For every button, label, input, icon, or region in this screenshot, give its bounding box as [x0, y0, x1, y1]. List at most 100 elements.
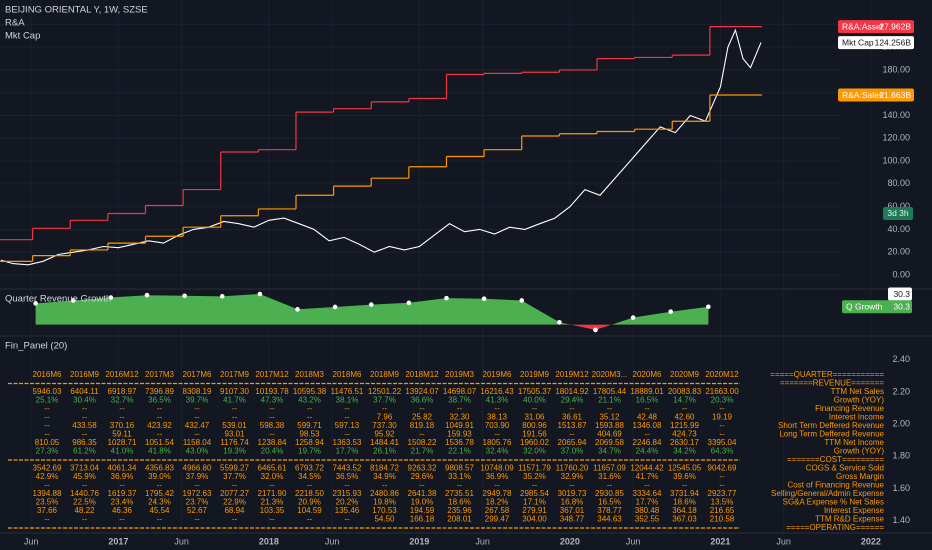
table-section-label: =====QUARTER===========	[770, 370, 884, 379]
table-cell: --	[194, 430, 200, 439]
table-cell: 103.35	[260, 506, 285, 515]
y-tick-label: 1.60	[892, 483, 910, 493]
y-tick-label: 20.00	[887, 247, 910, 257]
table-cell: 18.6%	[673, 498, 696, 507]
table-cell: 135.46	[335, 506, 360, 515]
table-cell: 38.7%	[448, 396, 471, 405]
table-cell: --	[157, 481, 163, 490]
table-cell: --	[682, 481, 688, 490]
table-cell: 19.3%	[223, 447, 246, 456]
table-column-header: 2018M3	[295, 370, 324, 379]
y-tick-label: 120.00	[882, 133, 910, 143]
table-cell: --	[194, 481, 200, 490]
table-cell: 40.0%	[523, 396, 546, 405]
table-cell: 35.2%	[523, 472, 546, 481]
price-label-box	[842, 300, 912, 314]
table-cell: 8308.19	[183, 387, 212, 396]
table-cell: 267.58	[485, 506, 510, 515]
table-column-header: 2016M12	[105, 370, 139, 379]
table-cell: 1158.04	[183, 438, 212, 447]
table-cell: 1795.42	[145, 489, 174, 498]
table-cell: 16.8%	[561, 498, 584, 507]
data-point	[444, 295, 449, 301]
table-cell: 810.05	[35, 438, 60, 447]
indicator-name[interactable]: R&A	[5, 18, 25, 29]
table-cell: 9107.30	[220, 387, 249, 396]
price-label-value: 30.3	[893, 302, 910, 312]
table-cell: 11760.20	[556, 464, 589, 473]
x-tick-label: Jun	[325, 536, 340, 546]
table-cell: --	[719, 481, 725, 490]
table-cell: 4356.83	[145, 464, 174, 473]
table-cell: --	[194, 404, 200, 413]
indicator-name[interactable]: Mkt Cap	[5, 31, 40, 42]
table-cell: 34.5%	[298, 472, 321, 481]
table-cell: --	[232, 481, 238, 490]
positive-area-group	[35, 294, 709, 325]
table-column-header: 2018M12	[405, 370, 439, 379]
table-cell: 17805.44	[593, 387, 627, 396]
table-row-label: Interest Income	[829, 413, 885, 422]
table-cell: 25.1%	[36, 396, 59, 405]
table-cell: 3713.04	[70, 464, 99, 473]
pane-title[interactable]: Quarter Revenue Growth	[5, 294, 111, 305]
table-cell: --	[307, 404, 313, 413]
table-cell: 32.0%	[523, 447, 546, 456]
table-cell: 1536.78	[445, 438, 474, 447]
table-cell: --	[82, 430, 88, 439]
table-cell: 2171.90	[258, 489, 287, 498]
table-cell: 18.6%	[448, 498, 471, 507]
table-cell: --	[419, 430, 425, 439]
table-cell: 16.5%	[598, 498, 621, 507]
data-point	[593, 327, 598, 333]
table-cell: --	[719, 430, 725, 439]
table-cell: 41.7%	[636, 472, 659, 481]
table-cell: 32.9%	[561, 472, 584, 481]
data-point	[182, 293, 187, 299]
table-cell: 1176.74	[220, 438, 249, 447]
table-cell: 12501.22	[368, 387, 402, 396]
table-row-label: Growth (YOY)	[834, 396, 885, 405]
table-section-label: =======COST=========	[787, 455, 884, 464]
table-column-header: 2016M9	[70, 370, 99, 379]
table-cell: 18.2%	[486, 498, 509, 507]
table-cell: --	[232, 413, 238, 422]
table-cell: --	[82, 481, 88, 490]
table-cell: --	[644, 481, 650, 490]
price-label-name: R&A:Asset	[842, 21, 884, 31]
pane-title[interactable]: Fin_Panel (20)	[5, 341, 67, 352]
table-cell: 37.7%	[223, 472, 246, 481]
table-cell: 42.60	[674, 413, 695, 422]
table-cell: --	[269, 430, 275, 439]
table-cell: 2069.58	[595, 438, 624, 447]
table-cell: 1238.84	[258, 438, 287, 447]
data-point	[668, 309, 674, 314]
table-cell: --	[494, 481, 500, 490]
table-cell: --	[719, 472, 725, 481]
data-point	[557, 319, 562, 325]
table-cell: 31.06	[524, 413, 545, 422]
table-cell: --	[232, 515, 238, 524]
table-cell: 1593.88	[595, 421, 624, 430]
table-cell: --	[157, 515, 163, 524]
table-cell: 279.91	[522, 506, 547, 515]
table-row-label: Cost of Financing Revenue	[788, 481, 885, 490]
table-cell: 2949.78	[483, 489, 512, 498]
table-cell: 37.7%	[373, 396, 396, 405]
table-cell: 59.11	[112, 430, 132, 439]
table-column-header: 2019M9	[520, 370, 549, 379]
table-cell: 41.7%	[223, 396, 246, 405]
table-cell: 404.69	[597, 430, 622, 439]
table-cell: 24.4%	[636, 447, 659, 456]
table-cell: 423.92	[147, 421, 172, 430]
area-series	[35, 294, 709, 325]
table-cell: 14698.07	[443, 387, 477, 396]
y-tick-label: 140.00	[882, 110, 910, 120]
table-cell: 11657.09	[593, 464, 626, 473]
table-cell: --	[119, 404, 125, 413]
table-column-header: 2020M3...	[592, 370, 628, 379]
table-cell: 22.5%	[73, 498, 96, 507]
data-point	[219, 294, 225, 299]
table-cell: --	[269, 404, 275, 413]
table-cell: 7396.89	[145, 387, 174, 396]
